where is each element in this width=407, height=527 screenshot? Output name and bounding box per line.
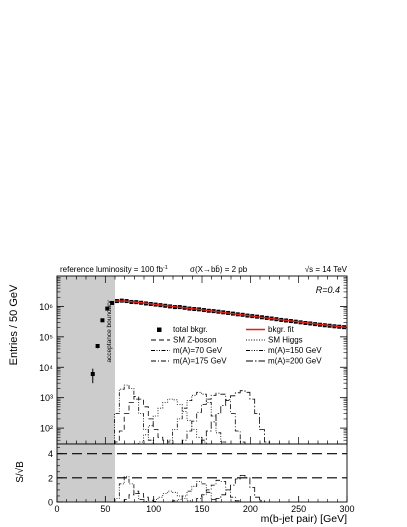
- hist-m-a-150-gev: [167, 391, 227, 444]
- y-tick-label: 10⁴: [39, 363, 53, 373]
- ratio-hist-m-a-175-gev: [196, 479, 241, 502]
- hist-m-a-200-gev: [201, 390, 270, 444]
- r-annotation: R=0.4: [316, 285, 340, 295]
- legend-entry: m(A)=175 GeV: [173, 357, 227, 366]
- hist-sm-z-boson: [114, 396, 183, 445]
- ratio-hist-sm-z-boson: [123, 490, 159, 502]
- main-axis-ticks: 10² 10³ 10⁴ 10⁵ 10⁶: [39, 276, 348, 445]
- main-series: [90, 298, 348, 445]
- main-panel: acceptance boundary 10² 10³ 10⁴ 10⁵ 10⁶ R=0.…: [8, 275, 348, 445]
- x-tick-label: 200: [243, 504, 258, 514]
- y-tick-label: 10⁵: [39, 332, 53, 342]
- x-tick-label: 250: [291, 504, 306, 514]
- hist-m-a-70-gev: [114, 384, 158, 445]
- x-tick-label: 0: [54, 504, 59, 514]
- legend-entry: m(A)=200 GeV: [268, 357, 322, 366]
- ratio-hist-m-a-150-gev: [172, 481, 217, 502]
- ratio-series: [114, 475, 265, 502]
- total-bkgr-point: [100, 318, 105, 323]
- ratio-y-tick-label: 2: [48, 473, 53, 483]
- x-axis-label: m(b-jet pair) [GeV]: [261, 513, 347, 525]
- ratio-y-tick-label: 4: [48, 449, 53, 459]
- ratio-frame: [56, 443, 348, 503]
- total-bkgr-point: [110, 300, 115, 305]
- luminosity-label: reference luminosity = 100 fb-1: [60, 265, 168, 274]
- acceptance-boundary-label: acceptance boundary: [106, 300, 113, 363]
- legend-marker: [157, 327, 162, 332]
- bkgr-fit-line: [114, 300, 348, 329]
- legend-entry: SM Z-boson: [173, 336, 217, 345]
- energy-label: √s = 14 TeV: [305, 265, 348, 274]
- ratio-shade: [57, 444, 115, 502]
- y-axis-label: Entries / 50 GeV: [8, 284, 20, 365]
- xsec-label: σ(X→bb̄) = 2 pb: [190, 265, 248, 274]
- ratio-y-label: S/√B: [14, 461, 26, 483]
- total-bkgr-point: [95, 343, 100, 348]
- y-tick-label: 10⁶: [39, 302, 53, 312]
- ratio-hist-m-a-70-gev: [114, 476, 149, 502]
- legend-entry: m(A)=150 GeV: [268, 346, 322, 355]
- total-bkgr-point: [90, 372, 95, 377]
- hist-m-a-175-gev: [181, 392, 246, 444]
- y-tick-label: 10³: [40, 393, 53, 403]
- x-tick-label: 300: [339, 504, 354, 514]
- ratio-hist-m-a-200-gev: [215, 475, 265, 502]
- ratio-panel: 0 2 4 0 50 100 150 200 250 300 S/√B m(b-jet pair)…: [14, 443, 355, 525]
- ratio-axis-ticks: 0 2 4 0 50 100 150 200 250 300: [48, 447, 355, 514]
- legend-entry: m(A)=70 GeV: [173, 346, 223, 355]
- ratio-reference-lines: [57, 453, 347, 479]
- ratio-hist-sm-higgs: [152, 490, 193, 502]
- legend-entry: SM Higgs: [268, 336, 303, 345]
- y-tick-label: 10²: [40, 424, 53, 434]
- legend-entry: total bkgr.: [173, 325, 208, 334]
- ratio-y-tick-label: 0: [48, 498, 53, 508]
- x-tick-label: 150: [194, 504, 209, 514]
- acceptance-shade: [57, 276, 115, 444]
- hist-sm-higgs: [138, 398, 212, 445]
- x-tick-label: 100: [146, 504, 161, 514]
- x-tick-label: 50: [100, 504, 110, 514]
- total-bkgr-point: [105, 306, 110, 311]
- legend-entry: bkgr. fit: [268, 325, 295, 334]
